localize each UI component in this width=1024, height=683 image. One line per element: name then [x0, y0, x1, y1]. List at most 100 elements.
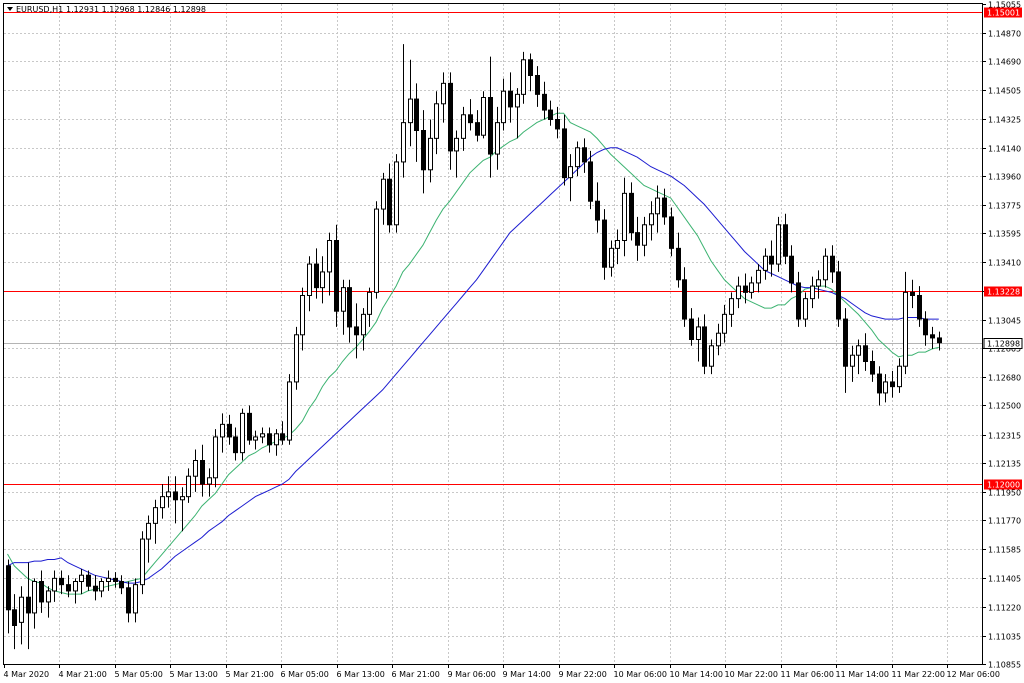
candle	[233, 427, 238, 461]
y-tick-label: 1.14690	[988, 58, 1021, 67]
symbol-timeframe: EURUSD,H1	[16, 5, 63, 14]
candle-body-down	[629, 192, 634, 234]
candle	[240, 408, 245, 461]
candle-body-up	[729, 298, 734, 315]
candle-body-up	[642, 224, 647, 246]
x-tick-label: 11 Mar 14:00	[836, 670, 889, 679]
candle	[830, 245, 835, 283]
candle-body-up	[220, 423, 225, 438]
y-tick-label: 1.15055	[988, 1, 1021, 10]
chevron-down-icon[interactable]	[7, 7, 13, 11]
candle-body-down	[354, 326, 359, 336]
candle	[930, 326, 935, 349]
candle-body-up	[428, 137, 433, 171]
current-price-label-bg	[983, 338, 1023, 349]
candle	[314, 248, 319, 299]
candle	[488, 56, 493, 178]
candle-body-down	[783, 224, 788, 257]
candle-body-down	[173, 491, 178, 501]
candle	[354, 303, 359, 359]
candle-body-up	[140, 538, 145, 586]
candle-body-up	[240, 412, 245, 454]
candle-body-up	[609, 247, 614, 268]
candle-body-down	[280, 433, 285, 441]
candle-body-down	[702, 326, 707, 367]
x-tick-label: 6 Mar 21:00	[392, 670, 440, 679]
candle-body-down	[542, 93, 547, 111]
candle	[307, 256, 312, 312]
candle	[501, 78, 506, 131]
candle	[669, 207, 674, 257]
candle-body-up	[709, 345, 714, 367]
x-tick-label: 10 Mar 22:00	[725, 670, 778, 679]
candle-body-up	[816, 279, 821, 287]
candle-body-down	[6, 565, 11, 611]
y-tick-label: 1.13960	[988, 173, 1021, 182]
candle-body-up	[52, 577, 57, 592]
candle-body-up	[408, 98, 413, 124]
candle	[548, 100, 553, 126]
candle-body-up	[32, 581, 37, 614]
candle	[26, 562, 31, 650]
candle	[796, 271, 801, 327]
candle-body-down	[93, 585, 98, 592]
candle-body-down	[200, 460, 205, 485]
candle-body-down	[227, 423, 232, 438]
candle	[93, 575, 98, 601]
candle	[588, 150, 593, 210]
candle-body-down	[66, 584, 71, 592]
candle	[655, 185, 660, 233]
candle-body-down	[676, 247, 681, 281]
ma-fast-line	[7, 112, 939, 595]
candle-body-up	[903, 291, 908, 367]
candle	[59, 570, 64, 595]
candle-body-up	[287, 381, 292, 441]
candle-body-up	[749, 282, 754, 293]
candle-body-down	[555, 119, 560, 130]
candle	[602, 209, 607, 280]
candle	[367, 287, 372, 327]
ma-slow-line	[7, 147, 939, 584]
y-tick-label: 1.12135	[988, 460, 1021, 469]
candle-body-down	[562, 128, 567, 179]
candle-body-down	[930, 334, 935, 339]
y-tick-label: 1.14325	[988, 116, 1021, 125]
candle-body-up	[883, 381, 888, 394]
candle	[421, 110, 426, 194]
candle	[642, 216, 647, 257]
candle-body-down	[682, 279, 687, 320]
candle	[843, 308, 848, 393]
candle	[883, 374, 888, 403]
time-axis[interactable]: 4 Mar 2020 4 Mar 21:00 5 Mar 05:00 5 Mar 13…	[4, 664, 1000, 679]
candles	[6, 44, 942, 650]
candle	[347, 279, 352, 343]
y-tick-label: 1.13045	[988, 317, 1021, 326]
y-tick-label: 1.10855	[988, 661, 1021, 670]
candle	[903, 271, 908, 375]
candle-body-down	[843, 318, 848, 367]
level-label-bg	[984, 7, 1022, 18]
chart-header: EURUSD,H1 1.12931 1.12968 1.12846 1.1289…	[7, 5, 206, 14]
candle	[870, 350, 875, 382]
candle-body-up	[575, 147, 580, 168]
candle	[816, 270, 821, 299]
x-tick-label: 4 Mar 21:00	[59, 670, 107, 679]
candle-body-up	[193, 460, 198, 477]
candle	[729, 292, 734, 327]
level-label-bg	[984, 479, 1022, 490]
price-axis[interactable]: 1.15055 1.14870 1.14690 1.14505 1.14325 1.141…	[982, 1, 1021, 670]
y-tick-label: 1.11950	[988, 489, 1021, 498]
candle	[769, 240, 774, 277]
candle	[582, 138, 587, 173]
candle	[468, 99, 473, 131]
candle	[86, 570, 91, 591]
candle-body-up	[367, 291, 372, 315]
candle	[133, 578, 138, 623]
candle	[521, 51, 526, 104]
candle-body-up	[73, 581, 78, 592]
candle	[676, 232, 681, 288]
candle	[113, 572, 118, 588]
candle	[6, 559, 11, 634]
